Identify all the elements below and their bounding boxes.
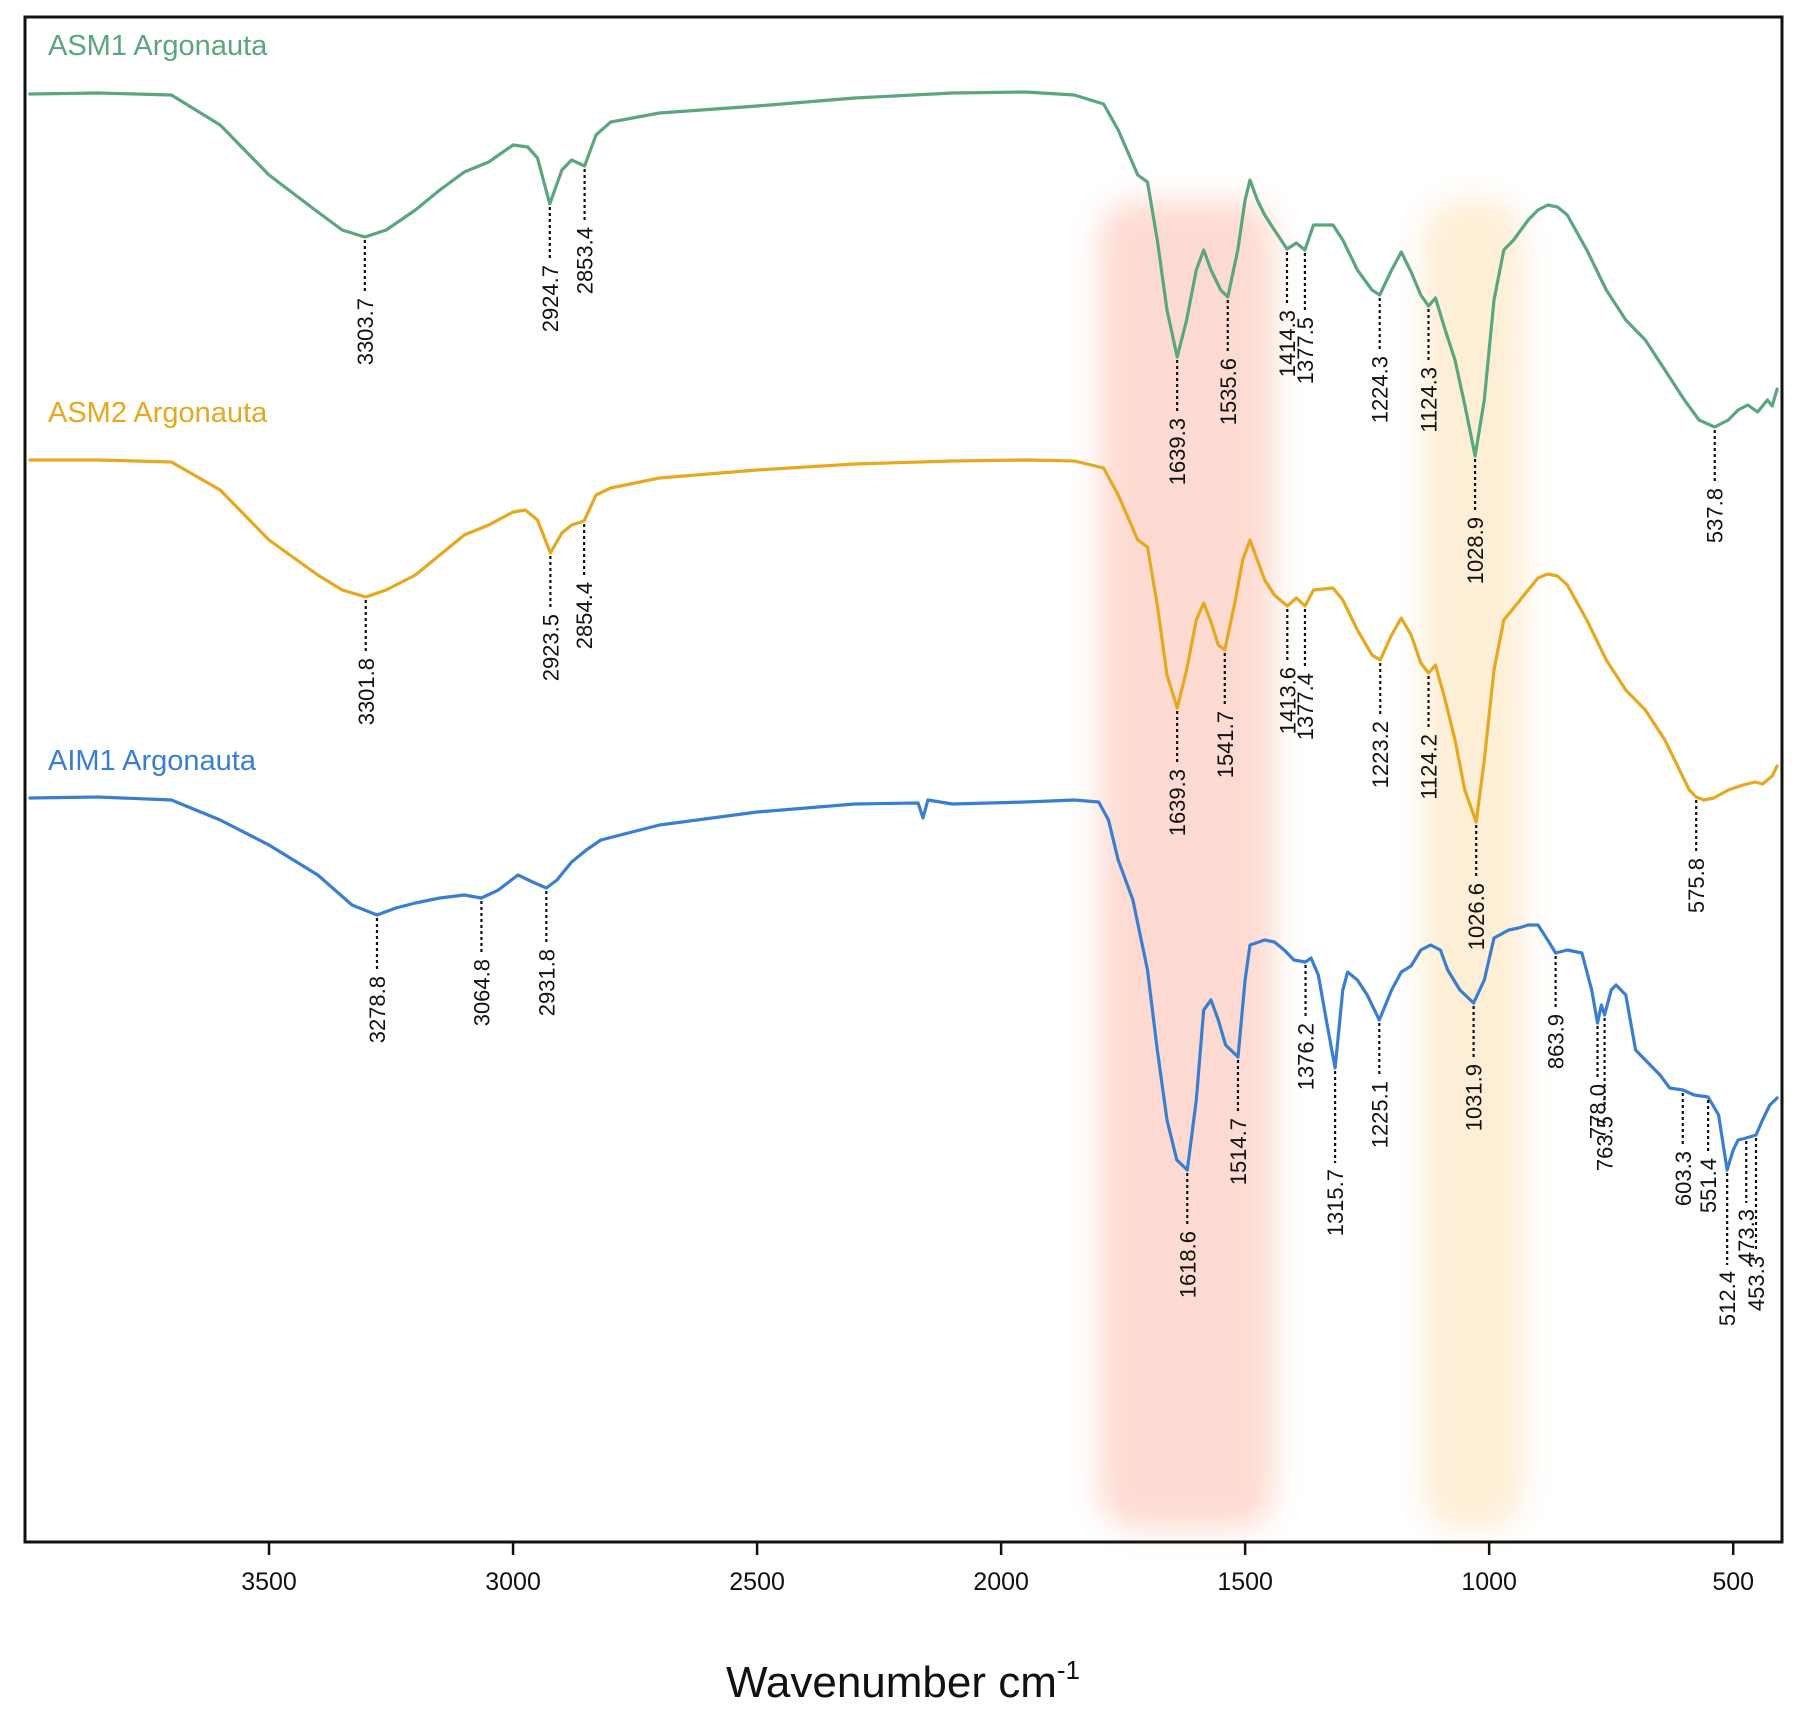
peak-label: 778.0 <box>1586 1084 1611 1139</box>
peak-label: 551.4 <box>1696 1158 1721 1213</box>
x-axis-title: Wavenumber cm-1 <box>726 1655 1080 1707</box>
peak-label: 1124.2 <box>1417 734 1442 800</box>
series-line-3 <box>28 795 1779 1172</box>
peak-label: 1224.3 <box>1368 356 1393 423</box>
peak-label: 1223.2 <box>1368 721 1393 788</box>
x-axis: 3500 3000 2500 2000 1500 1000 500 <box>241 1542 1754 1596</box>
highlight-band-2 <box>1423 200 1524 1530</box>
peak-label: 1639.3 <box>1165 418 1190 485</box>
spectra-lines <box>28 90 1779 1172</box>
peak-label: 2924.7 <box>538 265 563 332</box>
peak-label: 2854.4 <box>572 582 597 649</box>
series-line-1 <box>28 90 1779 458</box>
peak-label: 3301.8 <box>354 658 379 725</box>
series-title-1: ASM1 Argonauta <box>48 30 268 62</box>
x-tick-label: 2000 <box>973 1568 1029 1596</box>
plot-frame <box>23 15 1784 1544</box>
x-tick-label: 3000 <box>485 1568 541 1596</box>
peak-label: 575.8 <box>1684 858 1709 913</box>
peak-label: 1315.7 <box>1323 1169 1348 1236</box>
x-tick-label: 1000 <box>1461 1568 1517 1596</box>
x-tick-label: 1500 <box>1217 1568 1273 1596</box>
peak-label: 537.8 <box>1703 488 1728 543</box>
x-tick-label: 2500 <box>729 1568 785 1596</box>
peak-label: 1541.7 <box>1213 711 1238 778</box>
peak-annotations: 3303.7 2924.72853.41639.31535.61414.31377… <box>353 169 1769 1326</box>
series-titles: ASM1 Argonauta ASM2 Argonauta AIM1 Argonau… <box>48 30 268 777</box>
peak-label: 1028.9 <box>1463 517 1488 584</box>
peak-label: 1535.6 <box>1216 358 1241 425</box>
peak-label: 1026.6 <box>1464 883 1489 950</box>
peak-label: 3303.7 <box>353 298 378 365</box>
peak-label: 1377.4 <box>1293 673 1318 740</box>
peak-label: 1413.6 <box>1275 667 1300 734</box>
peak-label: 1124.3 <box>1417 367 1442 433</box>
series-line-2 <box>28 458 1779 824</box>
peak-label: 1514.7 <box>1226 1118 1251 1185</box>
peak-label: 1639.3 <box>1165 769 1190 836</box>
peak-label: 3278.8 <box>365 976 390 1043</box>
x-axis-title-superscript: -1 <box>1057 1655 1080 1685</box>
peak-label: 2923.5 <box>538 614 563 681</box>
series-title-2: ASM2 Argonauta <box>48 397 268 429</box>
peak-label: 2931.8 <box>534 949 559 1016</box>
peak-label: 1377.5 <box>1293 317 1318 384</box>
peak-label: 1376.2 <box>1294 1023 1319 1090</box>
peak-label: 1618.6 <box>1175 1231 1200 1298</box>
x-axis-title-text: Wavenumber cm <box>726 1658 1057 1707</box>
peak-label: 1414.3 <box>1275 310 1300 377</box>
peak-label: 1031.9 <box>1462 1064 1487 1131</box>
peak-label: 512.4 <box>1715 1271 1740 1326</box>
highlight-bands <box>1098 200 1524 1530</box>
peak-label: 1225.1 <box>1367 1081 1392 1148</box>
peak-label: 763.5 <box>1593 1116 1618 1171</box>
x-tick-label: 500 <box>1712 1568 1754 1596</box>
x-tick-label: 3500 <box>241 1568 297 1596</box>
peak-label: 2853.4 <box>573 227 598 294</box>
series-title-3: AIM1 Argonauta <box>48 745 257 777</box>
highlight-band-1 <box>1098 200 1275 1530</box>
peak-label: 603.3 <box>1671 1151 1696 1206</box>
peak-label: 3064.8 <box>469 959 494 1026</box>
peak-label: 453.3 <box>1744 1256 1769 1311</box>
peak-label: 863.9 <box>1544 1014 1569 1069</box>
